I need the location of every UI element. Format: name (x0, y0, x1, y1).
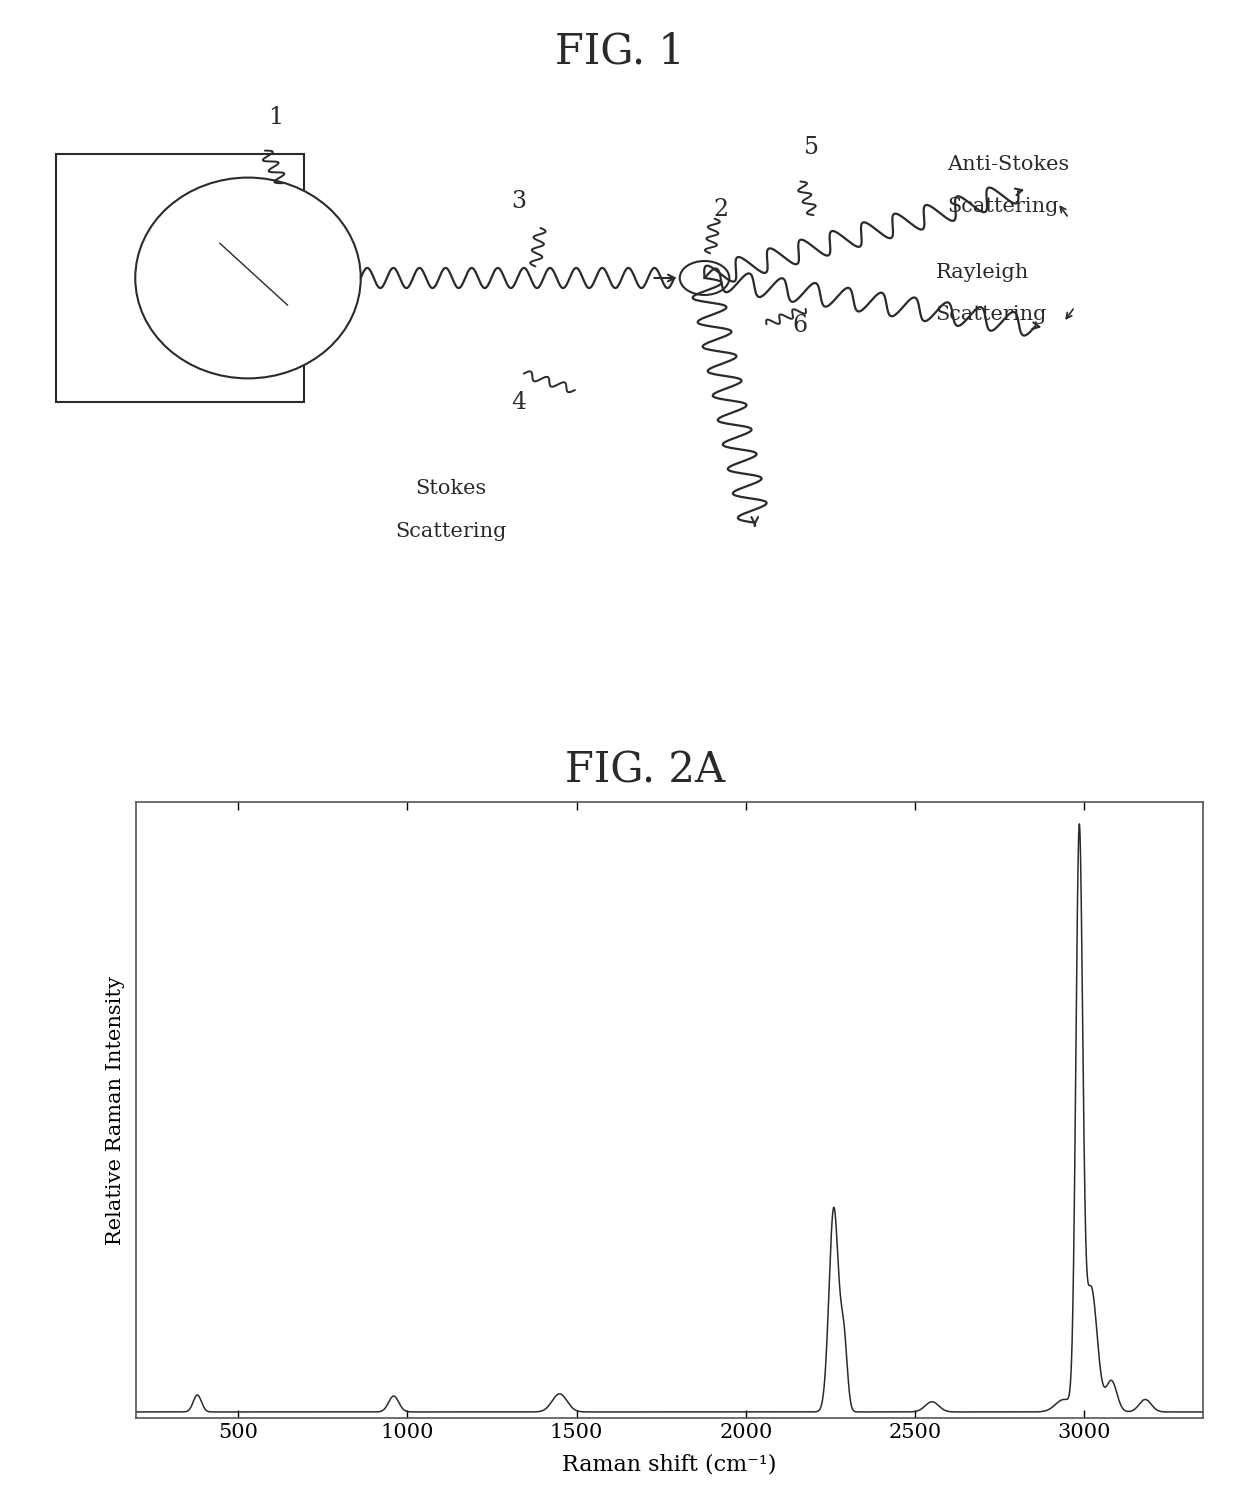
Text: Scattering: Scattering (936, 306, 1047, 324)
Text: Stokes: Stokes (415, 480, 486, 497)
Text: 4: 4 (511, 391, 526, 414)
Text: 1: 1 (269, 105, 284, 129)
Text: 2: 2 (714, 198, 729, 221)
Text: 6: 6 (792, 313, 808, 337)
Text: 5: 5 (804, 137, 820, 159)
Text: Scattering: Scattering (947, 198, 1058, 217)
Text: Anti-Stokes: Anti-Stokes (947, 154, 1069, 174)
Bar (56, 154, 304, 401)
X-axis label: Raman shift (cm⁻¹): Raman shift (cm⁻¹) (563, 1454, 776, 1475)
Text: Scattering: Scattering (396, 521, 507, 541)
Text: FIG. 2A: FIG. 2A (564, 750, 725, 792)
Ellipse shape (135, 178, 361, 379)
Text: FIG. 1: FIG. 1 (556, 31, 684, 73)
Text: Rayleigh: Rayleigh (936, 263, 1029, 282)
Y-axis label: Relative Raman Intensity: Relative Raman Intensity (107, 976, 125, 1244)
Text: 3: 3 (511, 190, 526, 214)
